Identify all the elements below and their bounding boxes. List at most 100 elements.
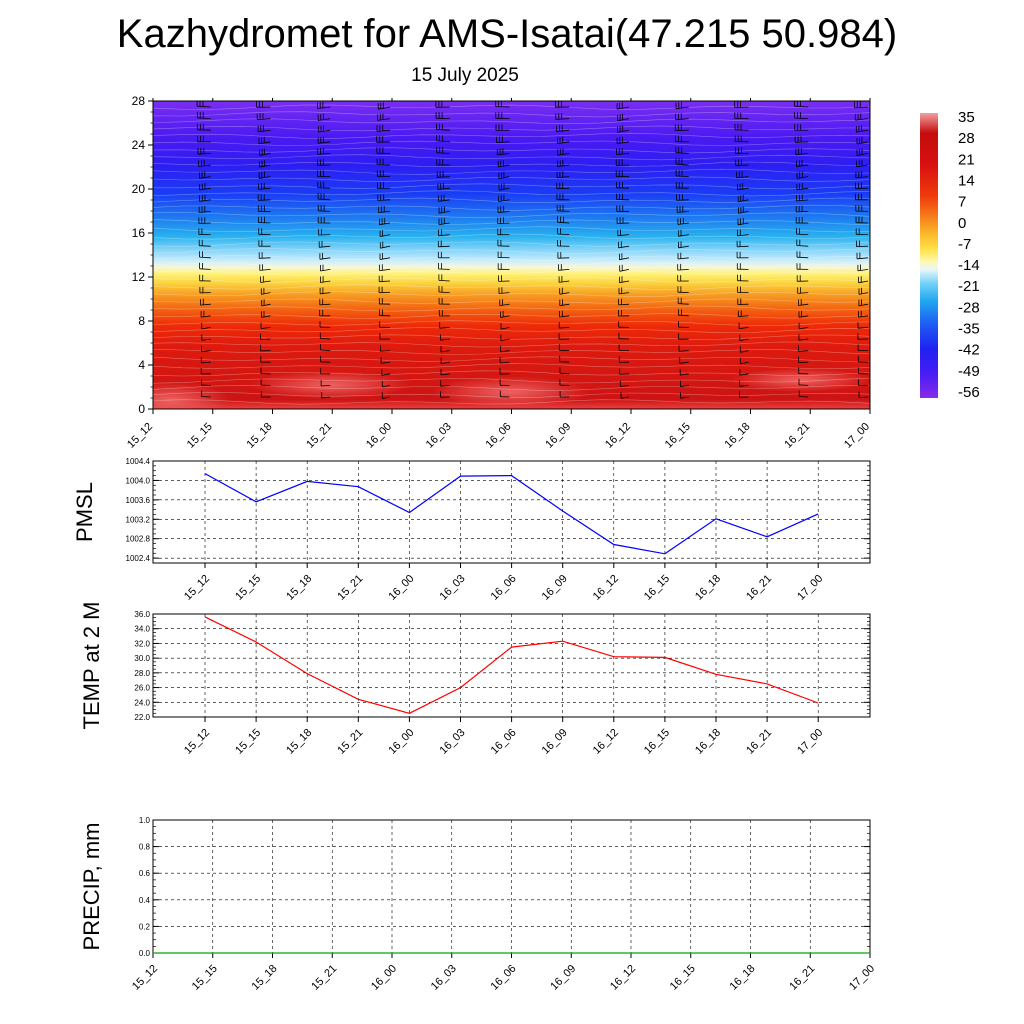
wind-barb-shaft bbox=[382, 385, 391, 388]
wind-barb-shaft bbox=[619, 269, 630, 272]
isoline-18 bbox=[153, 233, 870, 240]
pmsl-xtick-label: 16_09 bbox=[540, 573, 570, 603]
isoline-26 bbox=[153, 291, 870, 297]
precip-xtick-label: 15_21 bbox=[309, 963, 339, 993]
wind-barb-shaft bbox=[321, 385, 331, 387]
isoline-12 bbox=[153, 190, 870, 197]
isoline-17 bbox=[153, 226, 870, 233]
wind-barb-shaft bbox=[620, 396, 630, 399]
pmsl-xtick-label: 15_15 bbox=[233, 573, 263, 603]
wind-barb-shaft bbox=[439, 327, 450, 329]
wind-barb-shaft bbox=[618, 292, 630, 295]
isoline-40 bbox=[153, 391, 870, 398]
wind-barb-shaft bbox=[496, 141, 510, 143]
wind-barb-shaft bbox=[557, 210, 570, 212]
wind-barb-shaft bbox=[140, 258, 151, 259]
wind-barb-shaft bbox=[317, 153, 331, 155]
isoline-10 bbox=[153, 176, 870, 182]
wind-barb-shaft bbox=[678, 303, 689, 305]
isoline-11 bbox=[153, 183, 870, 190]
wind-barb-shaft bbox=[319, 303, 331, 306]
isoline-24 bbox=[153, 277, 870, 283]
wind-barb-shaft bbox=[201, 338, 211, 341]
temp-ytick-label: 34.0 bbox=[134, 625, 150, 634]
wind-barb-shaft bbox=[140, 200, 151, 202]
isoline-3 bbox=[153, 125, 870, 132]
isoline-4 bbox=[153, 132, 870, 139]
wind-barb-shaft bbox=[795, 141, 809, 143]
heatmap-xtick-label: 16_18 bbox=[723, 421, 753, 451]
temp-ytick-label: 24.0 bbox=[134, 698, 150, 707]
wind-barb-shaft bbox=[855, 118, 869, 121]
wind-barb-shaft bbox=[794, 117, 809, 119]
heatmap-xtick-label: 15_15 bbox=[185, 421, 215, 451]
wind-barb-shaft bbox=[318, 129, 331, 133]
precip-ytick-label: 0.2 bbox=[139, 922, 151, 931]
wind-barb-shaft bbox=[555, 118, 570, 120]
temp-xtick-label: 16_21 bbox=[744, 727, 774, 757]
isoline-39 bbox=[153, 385, 870, 391]
wind-barb-shaft bbox=[199, 256, 211, 259]
wind-barb-shaft bbox=[201, 361, 211, 364]
precip-xtick-label: 16_21 bbox=[787, 963, 817, 993]
temp-xtick-label: 15_15 bbox=[233, 727, 263, 757]
wind-barb-shaft bbox=[559, 327, 570, 329]
isoline-7 bbox=[153, 154, 870, 161]
wind-barb-shaft bbox=[320, 349, 331, 351]
wind-barb-shaft bbox=[440, 385, 450, 387]
pmsl-xtick-label: 17_00 bbox=[795, 573, 825, 603]
temp-ytick-label: 32.0 bbox=[134, 639, 150, 648]
heatmap-ytick-label: 20 bbox=[132, 182, 146, 196]
wind-barb-shaft bbox=[739, 338, 749, 341]
isoline-32 bbox=[153, 334, 870, 340]
isoline-9 bbox=[153, 168, 870, 175]
colorbar-label: -35 bbox=[958, 321, 980, 338]
wind-barb-shaft bbox=[440, 338, 450, 341]
isoline-22 bbox=[153, 262, 870, 268]
heatmap-xtick-label: 16_15 bbox=[663, 421, 693, 451]
heatmap-xtick-label: 15_12 bbox=[125, 421, 155, 451]
wind-barb-shaft bbox=[559, 292, 570, 295]
heatmap-xtick-label: 16_09 bbox=[543, 421, 573, 451]
heatmap-overlay bbox=[140, 101, 870, 409]
wind-barb-shaft bbox=[320, 292, 331, 295]
precip-xtick-label: 15_18 bbox=[250, 963, 280, 993]
precip-xtick-label: 16_12 bbox=[608, 963, 638, 993]
heatmap-xtick-label: 16_21 bbox=[782, 421, 812, 451]
wind-barb-shaft bbox=[858, 315, 869, 318]
wind-barb-shaft bbox=[438, 245, 450, 248]
pmsl-xtick-label: 15_21 bbox=[335, 573, 365, 603]
wind-barb-shaft bbox=[617, 141, 630, 144]
wind-barb-shaft bbox=[201, 315, 211, 318]
wind-barb-shaft bbox=[318, 141, 331, 144]
wind-barb-shaft bbox=[616, 153, 630, 155]
pmsl-xtick-label: 16_12 bbox=[591, 573, 621, 603]
pmsl-ytick-label: 1004.0 bbox=[126, 476, 151, 485]
wind-barb-shaft bbox=[500, 338, 510, 341]
isoline-14 bbox=[153, 204, 870, 211]
wind-barb-shaft bbox=[377, 118, 391, 121]
wind-barb-shaft bbox=[559, 303, 570, 307]
wind-barb-shaft bbox=[259, 257, 271, 259]
isoline-13 bbox=[153, 197, 870, 203]
pmsl-xtick-label: 16_21 bbox=[744, 573, 774, 603]
wind-barb-shaft bbox=[740, 361, 749, 365]
wind-barb-shaft bbox=[500, 327, 510, 330]
wind-barb-shaft bbox=[557, 221, 570, 224]
isoline-38 bbox=[153, 377, 870, 384]
heatmap-ytick-label: 0 bbox=[138, 402, 145, 416]
isoline-2 bbox=[153, 118, 870, 125]
wind-barb-shaft bbox=[318, 118, 331, 121]
wind-barb-shaft bbox=[856, 153, 869, 156]
wind-barb-shaft bbox=[317, 106, 331, 109]
wind-barb-shaft bbox=[380, 234, 391, 237]
wind-barb-shaft bbox=[619, 280, 630, 284]
temp-ylabel: TEMP at 2 M bbox=[79, 602, 104, 730]
isoline-16 bbox=[153, 219, 870, 226]
wind-barb-shaft bbox=[559, 372, 570, 375]
pmsl-ytick-label: 1002.4 bbox=[126, 554, 151, 563]
isoline-25 bbox=[153, 284, 870, 291]
wind-barb-shaft bbox=[856, 129, 869, 133]
precip-xtick-label: 16_06 bbox=[489, 963, 519, 993]
pmsl-xtick-label: 16_00 bbox=[386, 573, 416, 603]
